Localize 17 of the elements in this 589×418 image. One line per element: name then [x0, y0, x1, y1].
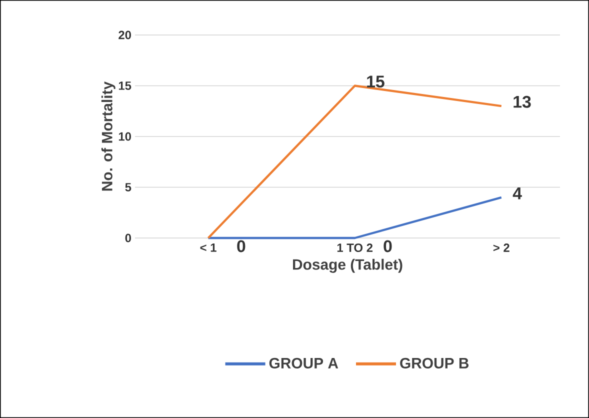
data-label: 0 [237, 240, 246, 252]
x-tick-label: 1 TO 2 [337, 244, 373, 252]
x-tick-label: > 2 [493, 244, 510, 252]
data-label: 4 [512, 188, 522, 200]
data-label: 15 [367, 76, 384, 88]
y-tick-label: 5 [125, 183, 132, 192]
data-label: 0 [384, 240, 392, 252]
y-tick-label: 20 [118, 30, 131, 40]
y-tick-label: 10 [118, 132, 131, 141]
y-tick-label: 15 [118, 82, 132, 90]
legend-label: GROUP A [269, 358, 338, 368]
legend-label: GROUP B [400, 358, 469, 368]
x-tick-label: < 1 [200, 244, 216, 252]
data-label: 13 [514, 96, 531, 108]
y-axis-title: No. of Mortality [101, 82, 116, 191]
y-tick-label: 0 [125, 234, 131, 242]
x-axis-title: Dosage (Tablet) [293, 258, 402, 273]
